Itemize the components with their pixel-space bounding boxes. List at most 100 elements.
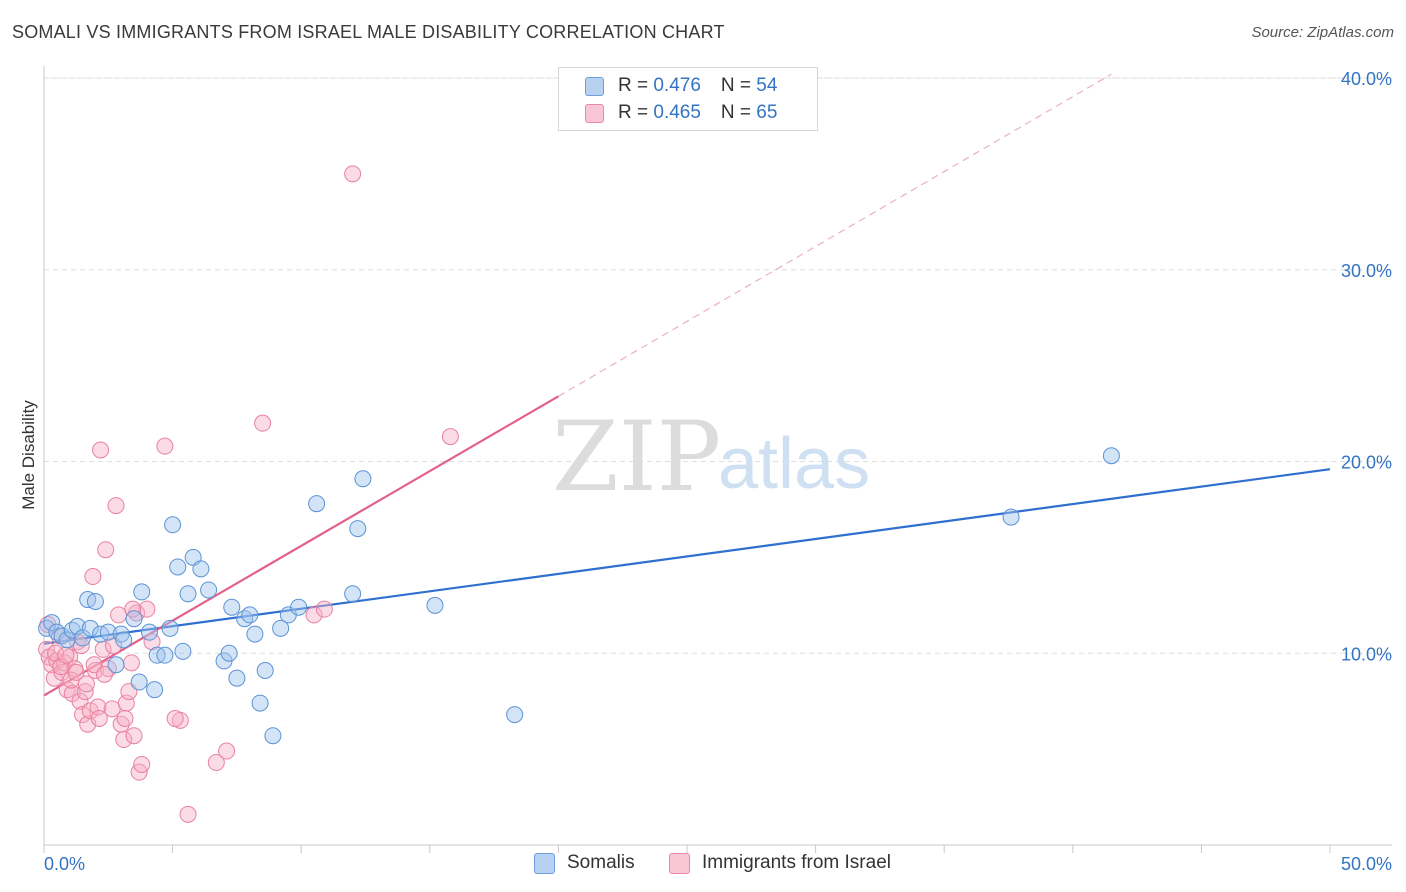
chart-title: SOMALI VS IMMIGRANTS FROM ISRAEL MALE DI… [12,22,725,42]
israel-point [77,675,95,693]
israel-point [103,700,121,718]
source-label: Source: ZipAtlas.com [1251,24,1394,41]
y-tick-label: 40.0% [1341,69,1392,89]
somalis-point [179,585,197,603]
somalis-point [426,596,444,614]
somalis-point [107,656,125,674]
somalis-point [1102,447,1120,465]
israel-point [179,805,197,823]
somalis-point [256,662,274,680]
y-tick-label: 30.0% [1341,261,1392,281]
israel-point [254,414,272,432]
legend-swatch-somalis [585,77,604,96]
n-value: 54 [756,75,778,96]
somalis-point [228,669,246,687]
somalis-point [125,610,143,628]
somalis-point [169,558,187,576]
israel-point [441,428,459,446]
somalis-point [99,623,117,641]
r-value: 0.476 [653,75,701,96]
somalis-point [43,614,61,632]
r-label: R = [618,75,654,96]
watermark-atlas: atlas [718,424,870,504]
israel-point [90,709,108,727]
series-swatch-israel [669,853,690,874]
somalis-point [246,625,264,643]
somalis-point [174,642,192,660]
israel-point [207,754,225,772]
israel-point [107,497,125,515]
somalis-point [349,520,367,538]
israel-point [86,662,104,680]
somalis-point [241,606,259,624]
israel-trend-line [43,395,559,697]
somalis-point [161,619,179,637]
israel-point [133,755,151,773]
watermark: ZIP atlas [552,401,870,513]
somalis-point [146,681,164,699]
somalis-point [264,727,282,745]
somalis-trend-line [43,468,1331,645]
israel-point [305,606,323,624]
x-tick-label-max: 50.0% [1341,854,1392,874]
somalis-point [251,694,269,712]
series-swatch-somalis [534,853,555,874]
israel-point [138,600,156,618]
israel-point [57,646,75,664]
correlation-legend: R = 0.476 N = 54 R = 0.465 N = 65 [558,67,818,131]
somalis-point [1002,508,1020,526]
somalis-point [81,619,99,637]
somalis-point [506,706,524,724]
series-label-somalis: Somalis [567,852,635,873]
israel-point [84,568,102,586]
somalis-point [290,598,308,616]
somalis-point [115,631,133,649]
data-points [38,165,1120,823]
israel-point [92,441,110,459]
somalis-point [133,583,151,601]
watermark-zip: ZIP [552,401,721,513]
somalis-point [86,592,104,610]
n-label: N = [720,102,757,123]
somalis-point [272,619,290,637]
israel-point [315,600,333,618]
legend-text-israel: R = 0.465 N = 65 [618,102,777,124]
somalis-point [192,560,210,578]
r-label: R = [618,102,654,123]
somalis-point [140,623,158,641]
israel-point [110,606,128,624]
israel-point [116,709,134,727]
somalis-point [130,673,148,691]
y-axis-label: Male Disability [19,400,38,510]
axes [43,66,1392,853]
n-label: N = [720,75,757,96]
israel-point [122,654,140,672]
somalis-point [223,598,241,616]
tick-labels: 10.0% 20.0% 30.0% 40.0% 0.0% 50.0% [44,69,1392,874]
legend-text-somalis: R = 0.476 N = 54 [618,75,777,97]
somalis-point [200,581,218,599]
israel-point [143,633,161,651]
legend-swatch-israel [585,104,604,123]
somalis-point [220,644,238,662]
somalis-point [156,646,174,664]
israel-point [97,541,115,559]
israel-point [344,165,362,183]
israel-point [166,709,184,727]
israel-point [67,663,85,681]
series-label-israel: Immigrants from Israel [702,852,891,873]
israel-point [125,727,143,745]
israel-point [156,437,174,455]
n-value: 65 [756,102,778,123]
somalis-point [354,470,372,488]
x-tick-label-min: 0.0% [44,854,85,874]
somalis-point [308,495,326,513]
israel-point [95,665,113,683]
somalis-point [164,516,182,534]
israel-point [74,706,92,724]
y-tick-label: 10.0% [1341,644,1392,664]
gridlines [44,77,1392,654]
israel-point [47,644,65,662]
israel-point [115,731,133,749]
